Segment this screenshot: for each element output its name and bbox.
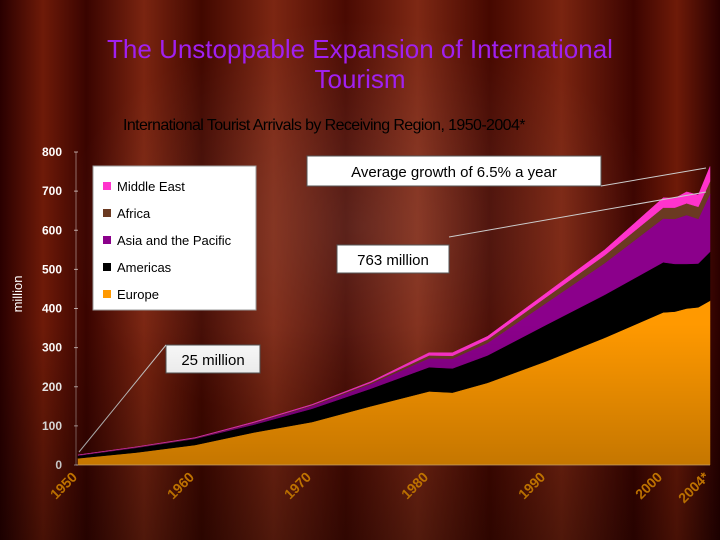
y-tick-label: 700	[42, 184, 62, 198]
y-tick-label: 300	[42, 341, 62, 355]
legend-swatch-middle-east	[103, 182, 111, 190]
area-series-group	[77, 166, 711, 466]
y-tick-label: 200	[42, 380, 62, 394]
x-tick-label: 1980	[398, 469, 431, 502]
x-tick-label: 2000	[632, 469, 665, 502]
annotation-763-pointer	[448, 191, 707, 238]
legend-label-europe: Europe	[117, 287, 159, 302]
annotation-growth-pointer	[600, 167, 707, 187]
annotation-763-box	[336, 244, 450, 274]
legend-items: Middle East Africa Asia and the Pacific Ame…	[103, 179, 232, 302]
chart-title: International Tourist Arrivals by Receiv…	[123, 117, 525, 134]
x-tick-group: 1950 1960 1970 1980 1990 2000 2004*	[47, 468, 713, 506]
y-tick-label: 0	[55, 458, 62, 472]
y-tick-label: 100	[42, 419, 62, 433]
annotation-25: 25 million	[78, 344, 261, 453]
annotation-growth-text: Average growth of 6.5% a year	[351, 164, 557, 181]
y-tick-label: 400	[42, 302, 62, 316]
legend-label-africa: Africa	[117, 206, 151, 221]
x-tick-label: 1960	[164, 469, 197, 502]
annotation-25-text: 25 million	[181, 352, 244, 369]
page-title: The Unstoppable Expansion of Internation…	[107, 34, 613, 94]
annotation-763: 763 million	[336, 191, 707, 274]
x-tick-label: 1950	[47, 469, 80, 502]
area-series-middle-east	[77, 166, 711, 456]
x-tick-label: 1970	[281, 469, 314, 502]
legend-swatch-asia-and-the-pacific	[103, 236, 111, 244]
y-tick-label: 600	[42, 223, 62, 237]
legend-swatch-europe	[103, 290, 111, 298]
y-tick-label: 500	[42, 262, 62, 276]
y-tick-group: 0 100 200 300 400 500 600 700 800	[42, 145, 78, 472]
x-tick-label: 2004*	[675, 468, 713, 506]
annotation-growth-box	[306, 155, 602, 187]
legend-label-americas: Americas	[117, 260, 172, 275]
y-axis-label: million	[10, 276, 25, 313]
legend-swatch-americas	[103, 263, 111, 271]
legend-swatch-africa	[103, 209, 111, 217]
legend: Middle East Africa Asia and the Pacific Ame…	[92, 165, 257, 311]
annotation-growth: Average growth of 6.5% a year	[306, 155, 707, 187]
annotation-25-box	[165, 344, 261, 374]
legend-box	[92, 165, 257, 311]
x-tick-label: 1990	[515, 469, 548, 502]
legend-label-middle-east: Middle East	[117, 179, 185, 194]
y-tick-label: 800	[42, 145, 62, 159]
annotation-763-text: 763 million	[357, 252, 429, 269]
annotation-25-pointer	[78, 344, 167, 453]
legend-label-asia-and-the-pacific: Asia and the Pacific	[117, 233, 232, 248]
